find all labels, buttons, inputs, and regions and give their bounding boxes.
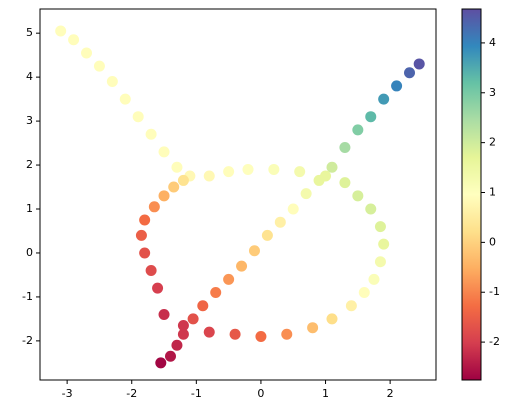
colorbar-tick-label: 3 [489,86,496,99]
y-tick-label: 1 [26,202,33,215]
point [268,163,280,175]
point [119,93,131,105]
point [171,339,183,351]
point [365,203,377,215]
point [139,214,151,226]
point [203,326,215,338]
point [132,111,144,123]
point [248,245,260,257]
point [158,146,170,158]
point [171,161,183,173]
point [93,60,105,72]
point [155,357,167,369]
point [339,141,351,153]
point [378,93,390,105]
point [135,229,147,241]
point [274,216,286,228]
colorbar-tick-label: -1 [489,285,500,298]
colorbar-tick-label: 1 [489,186,496,199]
point [326,161,338,173]
point [294,166,306,178]
point [203,170,215,182]
point [345,300,357,312]
x-tick-label: 0 [257,387,264,400]
point [378,238,390,250]
point [158,190,170,202]
point [255,330,267,342]
point [365,111,377,123]
points [55,25,425,369]
colorbar-tick-label: -2 [489,335,500,348]
x-tick-label: 1 [322,387,329,400]
point [287,203,299,215]
point [404,67,416,79]
point [81,47,93,59]
point [374,221,386,233]
point [320,170,332,182]
point [152,282,164,294]
point [223,166,235,178]
point [326,313,338,325]
point [391,80,403,92]
y-tick-label: -1 [22,290,33,303]
point [197,300,209,312]
point [177,319,189,331]
point [177,174,189,186]
y-tick-label: -2 [22,334,33,347]
y-tick-label: 0 [26,246,33,259]
point [210,287,222,299]
y-tick-label: 3 [26,114,33,127]
point [145,128,157,140]
point [223,273,235,285]
point [145,265,157,277]
colorbar-tick-label: 2 [489,136,496,149]
x-tick-label: 2 [387,387,394,400]
point [55,25,67,37]
point [106,76,118,88]
point [164,350,176,362]
x-tick-label: -2 [126,387,137,400]
point [374,256,386,268]
point [352,190,364,202]
colorbar-tick-label: 4 [489,36,496,49]
point [68,34,80,46]
colorbar [461,8,482,381]
x-tick-label: -1 [191,387,202,400]
x-tick-label: -3 [62,387,73,400]
point [339,177,351,189]
point [139,247,151,259]
point [281,328,293,340]
colorbar-tick-label: 0 [489,235,496,248]
point [352,124,364,136]
point [229,328,241,340]
point [261,229,273,241]
point [300,188,312,200]
point [307,322,319,334]
point [413,58,425,70]
point [187,313,199,325]
y-tick-label: 5 [26,26,33,39]
y-tick-label: 2 [26,158,33,171]
point [242,163,254,175]
point [158,309,170,321]
y-tick-label: 4 [26,70,33,83]
axes-frame [39,8,437,381]
point [368,273,380,285]
point [168,181,180,193]
point [358,287,370,299]
point [148,201,160,213]
point [177,328,189,340]
point [236,260,248,272]
